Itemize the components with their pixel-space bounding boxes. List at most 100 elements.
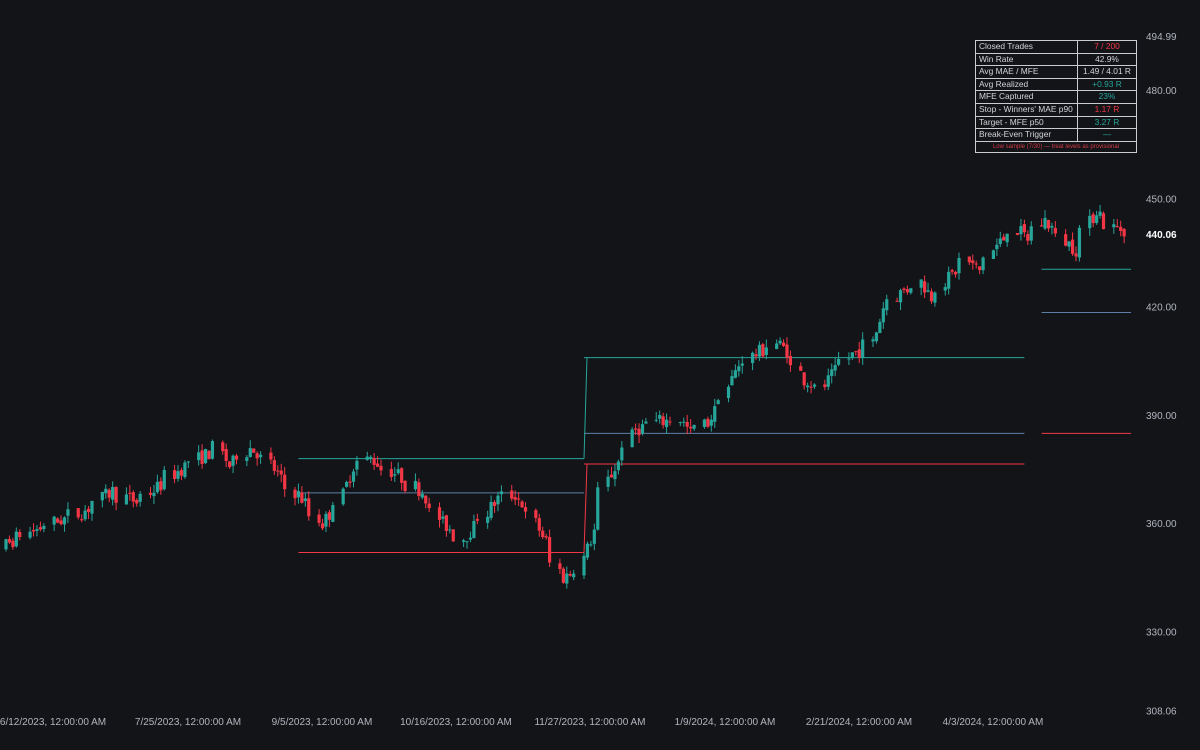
candle xyxy=(750,351,755,371)
candle xyxy=(1026,230,1030,245)
stats-value: 1.17 R xyxy=(1077,102,1137,117)
candle xyxy=(1053,221,1057,237)
candle xyxy=(252,448,256,453)
candle xyxy=(59,515,63,526)
candle xyxy=(293,487,297,506)
stop-connector xyxy=(583,464,588,553)
stats-value: 1.49 / 4.01 R xyxy=(1077,65,1137,79)
price-tick-label: 450.00 xyxy=(1146,194,1177,205)
stats-value: — xyxy=(1077,128,1137,142)
candle xyxy=(1095,210,1099,225)
candle xyxy=(616,459,621,475)
candle xyxy=(228,460,232,469)
candle xyxy=(630,426,634,448)
candle xyxy=(998,231,1002,248)
candle xyxy=(393,467,397,482)
stats-row: Avg MAE / MFE 1.49 / 4.01 R xyxy=(975,65,1137,79)
price-tick-label: 480.00 xyxy=(1146,86,1177,97)
time-tick-label: 10/16/2023, 12:00:00 AM xyxy=(400,717,512,728)
candle xyxy=(303,493,307,507)
candle xyxy=(812,383,817,389)
candle xyxy=(565,566,569,589)
candle xyxy=(761,342,765,358)
candle xyxy=(42,523,46,533)
candle xyxy=(375,456,380,468)
candle xyxy=(258,451,263,464)
candle xyxy=(754,348,758,360)
time-tick-label: 2/21/2024, 12:00:00 AM xyxy=(806,717,912,728)
candle xyxy=(276,465,280,477)
candle xyxy=(1019,218,1023,241)
candle xyxy=(1050,222,1054,235)
candle xyxy=(1002,233,1006,241)
candle xyxy=(224,443,228,468)
stats-label: Avg Realized xyxy=(975,77,1078,92)
candle xyxy=(28,526,32,540)
candle xyxy=(248,440,252,458)
candle xyxy=(606,469,610,492)
candle xyxy=(885,294,889,316)
stats-label: Win Rate xyxy=(975,52,1078,67)
candle xyxy=(135,498,139,507)
candle xyxy=(823,379,827,391)
candle xyxy=(902,287,906,294)
candle xyxy=(11,537,15,550)
candle xyxy=(943,282,947,296)
candle xyxy=(799,362,803,371)
candle xyxy=(878,318,882,334)
candle xyxy=(1046,219,1051,232)
candle xyxy=(929,288,934,304)
candle xyxy=(785,337,789,364)
candle xyxy=(572,569,576,581)
candle xyxy=(861,332,865,365)
candle xyxy=(417,478,421,501)
candle xyxy=(634,423,638,436)
candle xyxy=(517,492,521,507)
candle xyxy=(640,419,645,436)
candle xyxy=(379,459,383,476)
candle xyxy=(689,419,693,434)
candle xyxy=(317,509,321,527)
candle xyxy=(802,371,806,390)
stats-label: Avg MAE / MFE xyxy=(975,65,1078,79)
candle xyxy=(898,288,903,311)
candle xyxy=(716,398,720,405)
candle xyxy=(871,336,875,347)
candle xyxy=(737,360,741,377)
candle xyxy=(923,275,927,299)
candle xyxy=(561,567,565,584)
candle xyxy=(207,450,211,460)
candle xyxy=(365,451,369,461)
candle xyxy=(830,363,834,384)
candle xyxy=(296,483,301,504)
candle xyxy=(730,369,734,386)
candle xyxy=(692,424,696,432)
candle xyxy=(668,416,672,426)
candle xyxy=(427,497,431,513)
candle xyxy=(331,501,335,523)
candle xyxy=(176,465,180,482)
candle xyxy=(1015,232,1020,236)
candle xyxy=(300,486,304,504)
candle xyxy=(66,502,70,523)
price-tick-label: 420.00 xyxy=(1146,303,1177,314)
candle xyxy=(857,341,861,364)
candle xyxy=(396,462,400,475)
candle xyxy=(534,508,538,523)
price-tick-label: 360.00 xyxy=(1146,519,1177,530)
candle xyxy=(1112,218,1116,234)
stats-label: Target - MFE p50 xyxy=(975,115,1078,130)
candle xyxy=(1043,210,1047,231)
candle xyxy=(1122,227,1126,244)
candle xyxy=(186,460,190,468)
candle xyxy=(124,487,129,505)
candle xyxy=(279,463,283,483)
candle xyxy=(778,337,782,345)
candle xyxy=(496,491,500,512)
stats-row: Target - MFE p50 3.27 R xyxy=(975,115,1137,130)
candle xyxy=(1022,219,1026,238)
candle xyxy=(685,414,689,435)
candle xyxy=(448,525,452,534)
candle xyxy=(1077,225,1082,262)
